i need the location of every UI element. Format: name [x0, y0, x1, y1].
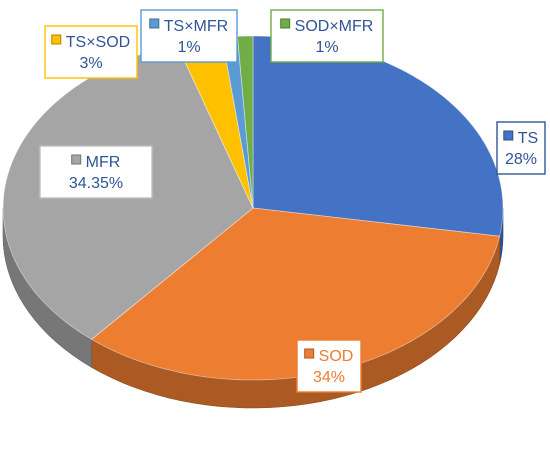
legend-key-sod [304, 348, 315, 359]
legend-key-sod-x-mfr [280, 18, 291, 29]
data-label-layer: TS28%SOD34%MFR34.35%TS×SOD3%TS×MFR1%SOD×… [39, 9, 546, 393]
data-label-category: SOD [319, 348, 354, 365]
data-label-value: 1% [315, 39, 338, 56]
legend-key-ts-x-sod [51, 34, 62, 45]
data-label-ts-x-sod: TS×SOD 3% [44, 25, 138, 79]
data-label-value: 34% [313, 369, 345, 386]
data-label-category: TS×MFR [164, 18, 228, 35]
pie-slice-ts [252, 35, 504, 237]
pie-top-layer [2, 35, 504, 381]
data-label-value: 34.35% [69, 175, 123, 192]
data-label-value: 1% [177, 39, 200, 56]
data-label-category: TS [518, 130, 538, 147]
data-label-ts: TS 28% [496, 121, 546, 175]
data-label-sod-x-mfr: SOD×MFR 1% [270, 9, 384, 63]
data-label-value: 28% [505, 151, 537, 168]
data-label-category: MFR [86, 154, 121, 171]
legend-key-ts-x-mfr [149, 18, 160, 29]
data-label-mfr: MFR 34.35% [39, 145, 153, 199]
pie-slice-sod-x-mfr [237, 35, 254, 209]
data-label-box [39, 145, 153, 199]
data-label-value: 3% [79, 55, 102, 72]
data-label-sod: SOD 34% [296, 339, 362, 393]
legend-key-mfr [71, 154, 82, 165]
data-label-category: TS×SOD [66, 34, 130, 51]
data-label-ts-x-mfr: TS×MFR 1% [140, 9, 238, 63]
data-label-category: SOD×MFR [295, 18, 374, 35]
legend-key-ts [503, 130, 514, 141]
